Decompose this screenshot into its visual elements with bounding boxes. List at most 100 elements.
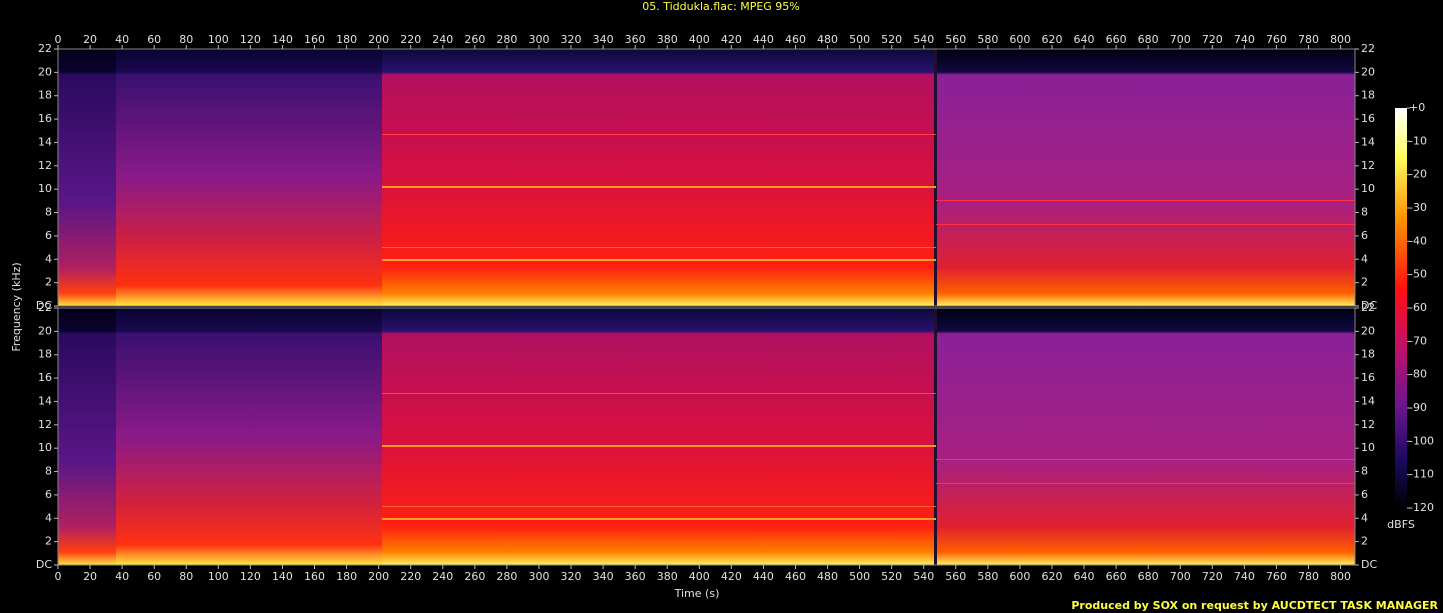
y-tick-label: 14 <box>1361 394 1375 407</box>
y-tick-label: 22 <box>38 301 52 314</box>
x-tick-label: 740 <box>1234 33 1255 46</box>
x-tick-label: 0 <box>55 570 62 583</box>
y-axis-label: Frequency (kHz) <box>10 262 23 351</box>
x-tick-label: 520 <box>881 33 902 46</box>
x-tick-label: 200 <box>368 33 389 46</box>
y-tick-label: 18 <box>1361 89 1375 102</box>
x-tick-label: 640 <box>1074 33 1095 46</box>
chart-title: 05. Tiddukla.flac: MPEG 95% <box>642 0 800 13</box>
y-tick-label: 14 <box>1361 135 1375 148</box>
x-tick-label: 700 <box>1170 33 1191 46</box>
y-tick-label: 20 <box>38 324 52 337</box>
x-tick-label: 80 <box>179 570 193 583</box>
x-tick-label: 660 <box>1106 570 1127 583</box>
x-tick-label: 200 <box>368 570 389 583</box>
x-tick-label: 60 <box>147 33 161 46</box>
x-tick-label: 80 <box>179 33 193 46</box>
x-tick-label: 600 <box>1009 570 1030 583</box>
x-tick-label: 120 <box>240 570 261 583</box>
x-tick-label: 60 <box>147 570 161 583</box>
x-tick-label: 560 <box>945 33 966 46</box>
colorbar-tick-label: -60 <box>1409 301 1427 314</box>
x-tick-label: 800 <box>1330 33 1351 46</box>
y-tick-label: 10 <box>1361 441 1375 454</box>
x-tick-label: 660 <box>1106 33 1127 46</box>
x-tick-label: 140 <box>272 570 293 583</box>
x-tick-label: 720 <box>1202 33 1223 46</box>
y-tick-label: 8 <box>1361 206 1368 219</box>
y-tick-label: 16 <box>38 112 52 125</box>
x-tick-label: 20 <box>83 570 97 583</box>
colorbar-tick-label: -70 <box>1409 334 1427 347</box>
x-tick-label: 340 <box>593 570 614 583</box>
colorbar-tick-label: -120 <box>1409 501 1434 514</box>
colorbar-tick-label: +0 <box>1409 101 1425 114</box>
x-tick-label: 620 <box>1041 33 1062 46</box>
x-tick-label: 160 <box>304 570 325 583</box>
x-tick-label: 800 <box>1330 570 1351 583</box>
x-tick-label: 480 <box>817 33 838 46</box>
y-tick-label: 20 <box>38 65 52 78</box>
x-tick-label: 340 <box>593 33 614 46</box>
x-tick-label: 680 <box>1138 33 1159 46</box>
x-tick-label: 400 <box>689 570 710 583</box>
x-tick-label: 460 <box>785 570 806 583</box>
x-tick-label: 420 <box>721 33 742 46</box>
x-tick-label: 580 <box>977 33 998 46</box>
x-tick-label: 460 <box>785 33 806 46</box>
y-tick-label: 22 <box>1361 42 1375 55</box>
y-tick-label: 18 <box>38 89 52 102</box>
panel-frame <box>57 307 1356 566</box>
x-tick-label: 560 <box>945 570 966 583</box>
x-tick-label: 300 <box>528 570 549 583</box>
y-tick-label: 6 <box>45 229 52 242</box>
x-tick-label: 220 <box>400 33 421 46</box>
panel-frame <box>57 48 1356 307</box>
x-tick-label: 620 <box>1041 570 1062 583</box>
x-tick-label: 280 <box>496 570 517 583</box>
y-tick-label: 8 <box>1361 465 1368 478</box>
x-tick-label: 360 <box>625 33 646 46</box>
colorbar-tick-label: -50 <box>1409 268 1427 281</box>
x-tick-label: 180 <box>336 33 357 46</box>
y-tick-label: 2 <box>45 276 52 289</box>
x-tick-label: 780 <box>1298 570 1319 583</box>
y-tick-label: 18 <box>38 348 52 361</box>
y-tick-label: 14 <box>38 135 52 148</box>
colorbar-tick-label: -80 <box>1409 368 1427 381</box>
x-tick-label: 40 <box>115 33 129 46</box>
y-tick-label: 2 <box>1361 276 1368 289</box>
x-tick-label: 120 <box>240 33 261 46</box>
y-tick-label: 4 <box>1361 511 1368 524</box>
x-tick-label: 580 <box>977 570 998 583</box>
x-tick-label: 100 <box>208 570 229 583</box>
colorbar-tick-label: -20 <box>1409 168 1427 181</box>
colorbar-tick-label: -90 <box>1409 401 1427 414</box>
y-tick-label: 18 <box>1361 348 1375 361</box>
x-tick-label: 540 <box>913 570 934 583</box>
x-tick-label: 500 <box>849 570 870 583</box>
colorbar-tick-label: -30 <box>1409 201 1427 214</box>
x-tick-label: 760 <box>1266 33 1287 46</box>
y-tick-label: 8 <box>45 206 52 219</box>
y-tick-label: 8 <box>45 465 52 478</box>
y-tick-label: 16 <box>38 371 52 384</box>
x-tick-label: 40 <box>115 570 129 583</box>
x-tick-label: 140 <box>272 33 293 46</box>
x-tick-label: 380 <box>657 570 678 583</box>
x-tick-label: 300 <box>528 33 549 46</box>
y-tick-label: 12 <box>1361 418 1375 431</box>
x-tick-label: 280 <box>496 33 517 46</box>
y-tick-label: 20 <box>1361 324 1375 337</box>
y-tick-label: 6 <box>1361 488 1368 501</box>
y-tick-label: 12 <box>1361 159 1375 172</box>
y-tick-label: 4 <box>45 511 52 524</box>
y-tick-label: 10 <box>38 182 52 195</box>
colorbar-tick-label: -40 <box>1409 234 1427 247</box>
y-tick-label: 4 <box>1361 252 1368 265</box>
channel-2-spectrum <box>58 308 1355 565</box>
x-tick-label: 440 <box>753 33 774 46</box>
x-tick-label: 20 <box>83 33 97 46</box>
x-tick-label: 240 <box>432 33 453 46</box>
x-tick-label: 220 <box>400 570 421 583</box>
